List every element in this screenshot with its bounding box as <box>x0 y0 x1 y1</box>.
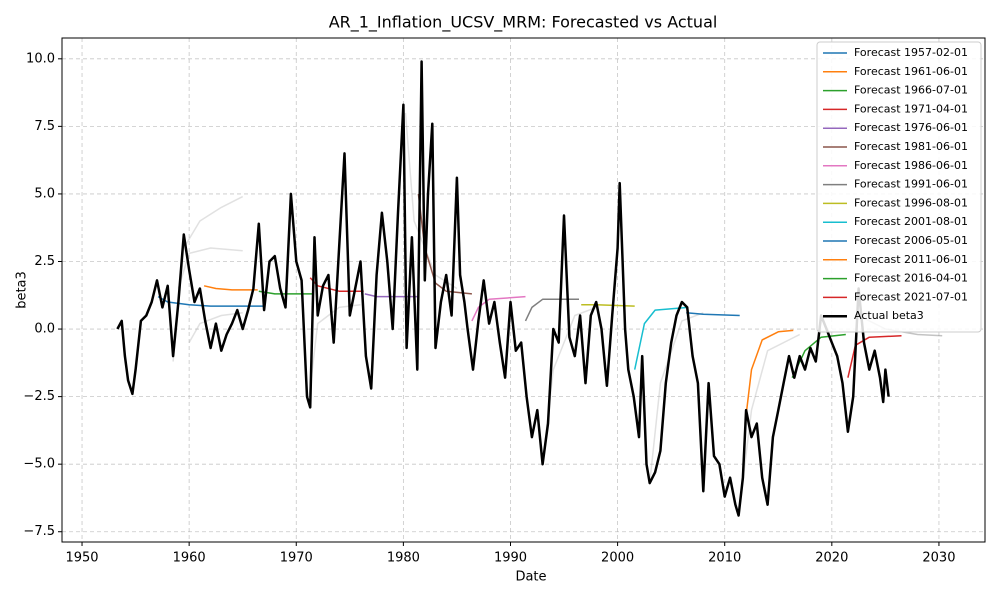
y-tick-label: 10.0 <box>26 51 55 66</box>
series-line <box>686 312 740 317</box>
x-tick-label: 1960 <box>173 551 206 566</box>
x-tick-label: 2000 <box>601 551 634 566</box>
legend-label: Forecast 2021-07-01 <box>854 290 968 303</box>
series-line <box>116 60 890 517</box>
y-tick-label: 7.5 <box>34 119 55 134</box>
x-tick-label: 2010 <box>708 551 741 566</box>
y-tick-label: −2.5 <box>23 389 55 404</box>
series-line <box>847 335 902 378</box>
y-axis-label: beta3 <box>15 271 30 309</box>
series-line <box>188 312 243 343</box>
y-tick-label: 2.5 <box>34 254 55 269</box>
series-line <box>633 306 689 370</box>
legend-label: Forecast 2001-08-01 <box>854 215 968 228</box>
legend-label: Forecast 1991-06-01 <box>854 178 968 191</box>
legend-label: Forecast 1981-06-01 <box>854 140 968 153</box>
legend-label: Forecast 1996-08-01 <box>854 196 968 209</box>
legend-label: Forecast 1961-06-01 <box>854 65 968 78</box>
legend-label: Forecast 1971-04-01 <box>854 102 968 115</box>
series-line <box>737 333 801 516</box>
y-tick-label: 5.0 <box>34 186 55 201</box>
legend-box <box>816 41 982 333</box>
legend-label: Forecast 1976-06-01 <box>854 121 968 134</box>
x-tick-label: 1970 <box>280 551 313 566</box>
legend-label: Forecast 2006-05-01 <box>854 234 968 247</box>
series-line <box>471 295 526 322</box>
y-tick-label: 0.0 <box>34 322 55 337</box>
chart-title: AR_1_Inflation_UCSV_MRM: Forecasted vs A… <box>329 13 718 33</box>
legend-label: Forecast 2016-04-01 <box>854 272 968 285</box>
legend-label: Forecast 1957-02-01 <box>854 46 968 59</box>
x-tick-label: 2020 <box>815 551 848 566</box>
y-tick-label: −5.0 <box>23 457 55 472</box>
x-tick-label: 1990 <box>494 551 527 566</box>
x-axis-label: Date <box>515 570 546 585</box>
legend-label: Forecast 1966-07-01 <box>854 84 968 97</box>
x-tick-label: 1950 <box>65 551 98 566</box>
x-tick-label: 1980 <box>387 551 420 566</box>
x-tick-label: 2030 <box>922 551 955 566</box>
legend-label: Actual beta3 <box>854 309 924 322</box>
series-line <box>744 329 794 424</box>
plot-frame <box>61 37 986 543</box>
legend: Forecast 1957-02-01 Forecast 1961-06-01 Fo… <box>816 41 982 333</box>
series-line <box>203 285 258 291</box>
legend-label: Forecast 2011-06-01 <box>854 253 968 266</box>
y-tick-label: −7.5 <box>23 524 55 539</box>
series-line <box>177 247 243 289</box>
legend-label: Forecast 1986-06-01 <box>854 159 968 172</box>
